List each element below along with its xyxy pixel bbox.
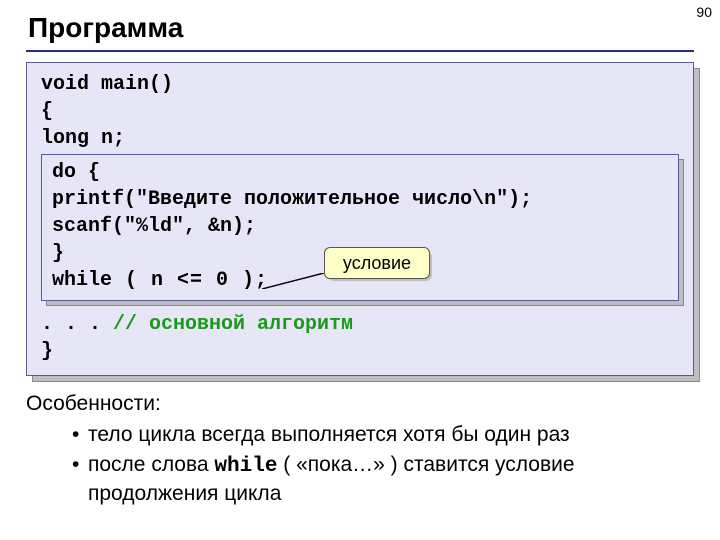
callout-box: условие <box>324 247 430 279</box>
code-line: { <box>41 98 679 125</box>
list-item: после слова while ( «пока…» ) ставится у… <box>72 451 694 508</box>
code-kw-do: do <box>52 161 76 184</box>
features-list: тело цикла всегда выполняется хотя бы од… <box>26 421 694 507</box>
callout-label: условие <box>343 251 411 275</box>
code-line: scanf("%ld", &n); <box>52 213 668 240</box>
code-text: main() <box>89 73 173 96</box>
code-text: . . . <box>41 313 113 336</box>
page-title: Программа <box>0 0 720 50</box>
code-kw-while: while <box>52 269 112 292</box>
code-content: void main() { long n; do { printf("Введи… <box>26 62 694 376</box>
code-comment: // основной алгоритм <box>113 313 353 336</box>
code-text: { <box>76 161 100 184</box>
inner-code-block: do { printf("Введите положительное число… <box>41 154 679 301</box>
code-line: } <box>41 338 679 365</box>
list-item: тело цикла всегда выполняется хотя бы од… <box>72 421 694 448</box>
callout-connector <box>262 273 324 289</box>
callout: условие <box>324 247 430 279</box>
code-block: void main() { long n; do { printf("Введи… <box>26 62 694 376</box>
text: после слова <box>88 453 214 476</box>
inline-keyword: while <box>214 455 277 478</box>
features-section: Особенности: тело цикла всегда выполняет… <box>26 390 694 507</box>
code-text: n; <box>89 127 125 150</box>
features-heading: Особенности: <box>26 390 694 417</box>
code-kw-void: void <box>41 73 89 96</box>
page-number: 90 <box>696 4 712 20</box>
code-kw-long: long <box>41 127 89 150</box>
inner-code-content: do { printf("Введите положительное число… <box>41 154 679 301</box>
code-line: printf("Введите положительное число\n"); <box>52 186 668 213</box>
title-rule <box>26 50 694 52</box>
code-text: ( n <= 0 ); <box>112 269 268 292</box>
